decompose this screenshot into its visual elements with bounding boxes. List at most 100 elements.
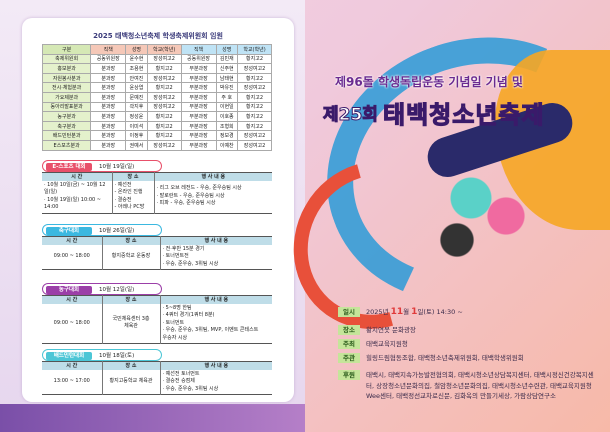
event-column-header: 시 간 — [42, 172, 113, 181]
event-tag: E-스포츠 대회 10월 19일(일) — [42, 160, 162, 172]
column-header: 구분 — [41, 44, 92, 55]
table-cell: 자원봉사분과 — [41, 72, 92, 84]
info-row: 장소 황지연못 문화광장 — [338, 325, 596, 336]
info-value-part: 월 — [403, 308, 412, 316]
event-tag: 배드민턴대회 10월 18일(토) — [42, 349, 162, 361]
event-column-header: 장 소 — [102, 295, 161, 304]
table-cell: 부분과장 — [180, 101, 217, 113]
event-content-line: · 발로란트 - 우승, 준우승팀 시상 — [156, 192, 225, 199]
table-cell: 축제위원회 — [41, 53, 92, 65]
event-date: 10월 19일(일) — [99, 164, 135, 170]
event-content-line: · 예선전 토너먼트 — [162, 370, 200, 377]
table-cell: 황지고2 — [146, 63, 182, 74]
table-cell: 장성여고2 — [237, 139, 272, 151]
event-place-line: - 온라인 진행 — [114, 189, 143, 195]
table-cell: 분과장 — [90, 139, 127, 151]
table-row: 가요제분과 분과장 문예진 장성여고2 부분과장 주 호 황지고2 — [41, 91, 272, 103]
info-label: 일시 — [338, 307, 360, 317]
event-column-header: 시 간 — [42, 295, 103, 304]
table-cell: 정성윤 — [125, 111, 148, 122]
event-column-header: 장 소 — [102, 361, 161, 370]
info-label: 주최 — [338, 339, 360, 349]
table-cell: 황지고2 — [237, 72, 272, 84]
table-cell: 윤수현 — [125, 53, 148, 65]
table-cell: 장성여고2 — [146, 53, 182, 65]
event-name: 농구대회 — [46, 285, 92, 294]
event-column-header: 행 사 내 용 — [160, 295, 272, 304]
event-place-line: · 예선전 — [114, 181, 132, 188]
table-cell: 분과장 — [90, 130, 127, 141]
poster: 제96돌 학생독립운동 기념일 기념 및 제25회 태백청소년축제 일시 2025… — [263, 0, 610, 432]
event-content-line: · 5~8명 한팀 — [162, 304, 192, 311]
table-cell: 신주현 — [215, 63, 239, 74]
info-row: 주최 태백교육지원청 — [338, 339, 596, 350]
table-cell: 황지고2 — [146, 130, 182, 141]
info-label: 주관 — [338, 353, 360, 363]
table-cell: 부분과장 — [180, 139, 217, 151]
info-value-part: 1 — [411, 307, 418, 317]
table-cell: 조형희 — [215, 120, 239, 132]
table-cell: 부분과장 — [180, 63, 217, 74]
table-cell: 홍보분과 — [41, 63, 92, 74]
event-time-line: · 10월 19일(일) 10:00 ~ 14:00 — [44, 196, 101, 211]
poster-subtitle: 제96돌 학생독립운동 기념일 기념 및 — [335, 75, 523, 89]
table-cell: 분과장 — [90, 72, 127, 84]
table-cell: 전시·체험분과 — [41, 82, 92, 93]
info-row: 주관 힐링드림협동조합, 태백청소년축제위원회, 태백학생위원회 — [338, 353, 596, 364]
table-cell: 남태현 — [215, 72, 239, 84]
table-row: E스포츠분과 분과장 권예서 장성여고2 부분과장 이예찬 장성여고2 — [41, 139, 272, 151]
table-cell: 장성여고2 — [146, 72, 182, 84]
table-row: 13:00 ~ 17:00 황지고등학교 체육관 · 예선전 토너먼트 · 결승전 승… — [42, 369, 272, 395]
event-content-line: · 토너먼트전 — [162, 253, 189, 259]
event-time-line: 13:00 ~ 17:00 — [53, 378, 90, 384]
table-row: 동아리발표분과 분과장 곽지후 장성여고2 부분과장 이현일 황지고2 — [41, 101, 272, 113]
event-column-header: 장 소 — [102, 236, 161, 245]
table-cell: 윤상엽 — [125, 82, 148, 93]
column-header: 직책 — [180, 44, 217, 55]
info-value-part: 2025년 — [366, 308, 391, 316]
event-place-line: 체육관 — [124, 323, 138, 330]
column-header: 학교(학년) — [146, 44, 182, 55]
column-header: 성명 — [125, 44, 148, 55]
committee-table: 구분 직책 성명 학교(학년) 직책 성명 학교(학년) 축제위원회 공동위원장 윤수현 장성여고2… — [41, 44, 272, 151]
table-cell: 가요제분과 — [41, 91, 92, 103]
column-header: 직책 — [90, 44, 127, 55]
info-row: 후원 태백시, 태백지속가능발전협의회, 태백시청소년상담복지센터, 태백시정신건… — [338, 370, 596, 402]
table-cell: 곽지후 — [125, 101, 148, 113]
info-row: 일시 2025년 11월 1일(토) 14:30 ~ — [338, 307, 596, 318]
event-content-line: · 리그 오브 레전드 - 우승, 준우승팀 시상 — [156, 185, 242, 192]
table-cell: 장성여고2 — [146, 139, 182, 151]
event-place-line: 황지중학교 운동장 — [111, 253, 151, 259]
info-value: 황지연못 문화광장 — [366, 326, 416, 334]
table-cell: 박유진 — [215, 82, 239, 93]
table-cell: 황지고2 — [237, 91, 272, 103]
event-content-line: · 피파 - 우승, 준우승팀 시상 — [156, 200, 216, 207]
event-tag: 축구대회 10월 26일(일) — [42, 224, 162, 236]
event-name: E-스포츠 대회 — [46, 162, 92, 171]
event-place-line: - 아레나 PC방 — [114, 204, 145, 210]
table-cell: 농구분과 — [41, 111, 92, 122]
event-time-line: 09:00 ~ 18:00 — [53, 319, 90, 326]
table-cell: 공동위원장 — [180, 53, 217, 65]
info-label: 후원 — [338, 370, 360, 380]
table-cell: 부분과장 — [180, 91, 217, 103]
table-cell: 이호종 — [215, 111, 239, 122]
table-cell: 분과장 — [90, 91, 127, 103]
table-cell: 황지고2 — [237, 53, 272, 65]
table-cell: 분과장 — [90, 82, 127, 93]
table-cell: 장성여고2 — [146, 101, 182, 113]
table-cell: 분과장 — [90, 111, 127, 122]
event-column-header: 행 사 내 용 — [160, 361, 272, 370]
table-cell: 주 호 — [215, 91, 239, 103]
event-content-line: · 4쿼터 경기(1쿼터 8분) — [162, 312, 215, 318]
table-cell: 장성여고2 — [146, 91, 182, 103]
event-content-line: · 토너먼트 — [162, 319, 185, 326]
event-time-line: 09:00 ~ 18:00 — [53, 253, 90, 259]
info-value: 태백시, 태백지속가능발전협의회, 태백시청소년상담복지센터, 태백시정신건강복… — [366, 371, 594, 400]
table-cell: 김민재 — [215, 53, 239, 65]
event-column-header: 행 사 내 용 — [154, 172, 272, 181]
table-row: · 10월 10일(금) ~ 10월 12일(일) · 10월 19일(일) 10… — [42, 180, 272, 213]
